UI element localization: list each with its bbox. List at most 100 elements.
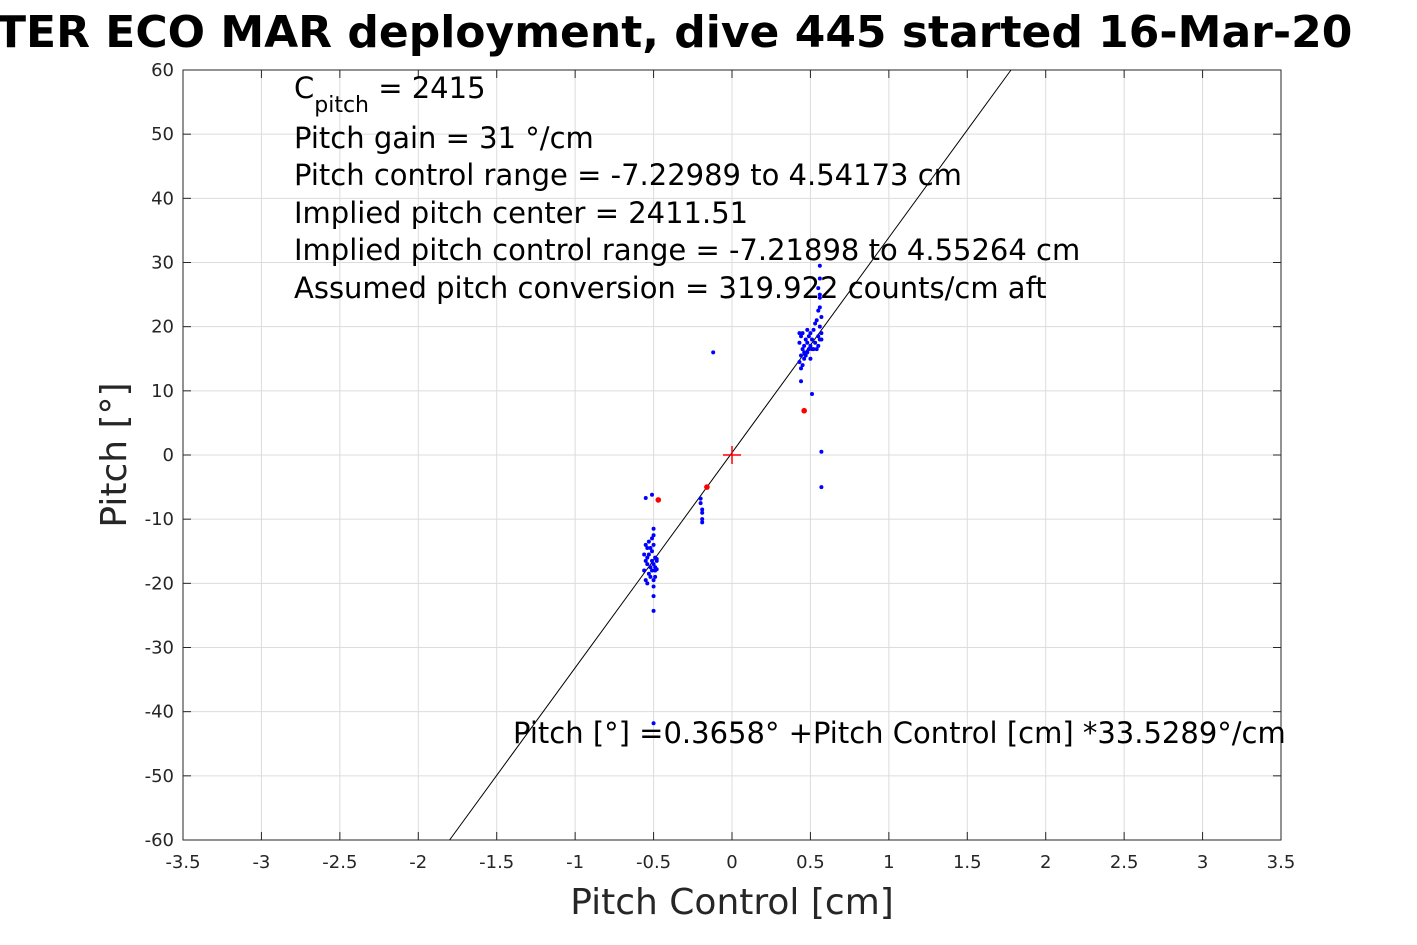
x-tick-label: 1 (883, 852, 894, 873)
x-axis-label: Pitch Control [cm] (570, 882, 894, 923)
x-tick-label: -2 (409, 852, 427, 873)
data-point (654, 556, 659, 561)
grid-lines (182, 69, 1282, 841)
y-tick-label: 50 (151, 124, 174, 145)
data-point (700, 510, 705, 515)
y-tick-label: 0 (163, 445, 174, 466)
data-point (803, 353, 808, 358)
data-point (817, 292, 822, 297)
x-tick-label: -2.5 (322, 852, 357, 873)
data-point (651, 584, 656, 589)
data-point (700, 507, 705, 512)
data-point (651, 562, 656, 567)
data-point (646, 539, 651, 544)
y-tick-label: -30 (145, 638, 174, 659)
y-tick-label: 20 (151, 317, 174, 338)
data-point (645, 546, 650, 551)
data-point (698, 496, 703, 501)
y-tick-label: 10 (151, 381, 174, 402)
data-point (800, 331, 805, 336)
data-point (698, 501, 703, 506)
data-point (700, 517, 705, 522)
data-point (799, 366, 804, 371)
data-point (803, 337, 808, 342)
y-tick-label: 40 (151, 188, 174, 209)
axis-ticks: -3.5 -3 -2.5 -2 -1.5 -1 -0.5 0 0.5 1 1.5 2 2.5 3 3.5 -6… (145, 60, 1296, 873)
data-point (650, 492, 655, 497)
data-point (805, 327, 810, 332)
data-point (819, 331, 824, 336)
data-point (806, 347, 811, 352)
data-point (819, 315, 824, 320)
fit-equation-text: Pitch [°] =0.3658° +Pitch Control [cm] *… (513, 716, 1286, 750)
annotation-cpitch: Cpitch = 2415 (294, 71, 486, 118)
data-point (819, 485, 824, 490)
x-tick-label: 0 (726, 852, 737, 873)
data-point (809, 392, 814, 397)
data-point (645, 562, 650, 567)
data-point (797, 340, 802, 345)
y-tick-label: -10 (145, 509, 174, 530)
flagged-data-point (704, 484, 710, 490)
data-point (654, 567, 659, 572)
x-tick-label: 1.5 (953, 852, 982, 873)
data-point (642, 552, 647, 557)
data-point (643, 542, 648, 547)
data-point (797, 359, 802, 364)
data-point (816, 334, 821, 339)
data-point (817, 324, 822, 329)
data-point (650, 536, 655, 541)
x-tick-label: 2 (1040, 852, 1051, 873)
x-tick-label: 2.5 (1110, 852, 1139, 873)
data-point (813, 321, 818, 326)
x-tick-label: 3 (1197, 852, 1208, 873)
data-point (802, 343, 807, 348)
annotation-implied-pitch-control-range: Implied pitch control range = -7.21898 t… (294, 233, 1080, 267)
data-point (811, 327, 816, 332)
data-point (816, 286, 821, 291)
data-points (642, 263, 824, 726)
data-point (651, 533, 656, 538)
data-point (643, 558, 648, 563)
data-point (817, 305, 822, 310)
data-point (817, 295, 822, 300)
data-point (651, 542, 656, 547)
data-point (653, 574, 658, 579)
chart-title: TER ECO MAR deployment, dive 445 started… (0, 7, 1352, 58)
data-point (799, 353, 804, 358)
x-tick-label: -1.5 (479, 852, 514, 873)
data-point (808, 343, 813, 348)
data-point (797, 331, 802, 336)
data-point (819, 449, 824, 454)
data-point (808, 356, 813, 361)
x-tick-label: -1 (566, 852, 584, 873)
data-point (808, 331, 813, 336)
data-point (799, 334, 804, 339)
y-tick-label: -50 (145, 766, 174, 787)
data-point (800, 347, 805, 352)
annotation-cpitch-base: C (294, 71, 314, 105)
data-point (816, 308, 821, 313)
data-point (651, 578, 656, 583)
data-point (817, 263, 822, 268)
data-point (811, 347, 816, 352)
y-tick-label: 60 (151, 60, 174, 81)
data-point (800, 363, 805, 368)
data-point (700, 520, 705, 525)
data-point (643, 578, 648, 583)
data-point (645, 555, 650, 560)
data-point (816, 343, 821, 348)
y-tick-label: 30 (151, 253, 174, 274)
y-axis-label: Pitch [°] (94, 382, 135, 527)
annotation-implied-pitch-center: Implied pitch center = 2411.51 (294, 196, 748, 230)
data-point (646, 552, 651, 557)
annotation-pitch-gain: Pitch gain = 31 °/cm (294, 121, 594, 155)
data-point (650, 549, 655, 554)
data-point (648, 546, 653, 551)
data-point (805, 350, 810, 355)
annotation-cpitch-subscript: pitch (314, 93, 369, 118)
data-point (711, 350, 716, 355)
x-tick-label: 3.5 (1267, 852, 1296, 873)
data-point (646, 571, 651, 576)
